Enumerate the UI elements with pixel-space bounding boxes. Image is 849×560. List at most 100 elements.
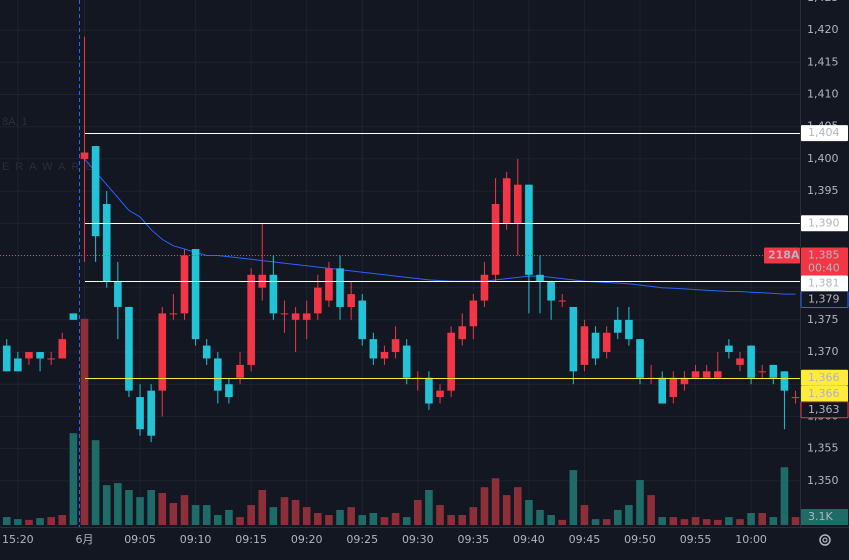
candle-body: [591, 332, 600, 359]
candle-body: [47, 358, 55, 360]
candle-body: [236, 364, 244, 378]
volume-bar: [314, 512, 322, 525]
candle-body: [247, 274, 255, 365]
y-tick-label: 1,395: [807, 184, 839, 197]
candle-body: [102, 203, 111, 282]
candle-body: [558, 300, 567, 302]
volume-bar: [291, 499, 300, 525]
candle-body: [214, 358, 222, 391]
volume-bar: [436, 505, 444, 525]
candle-body: [269, 274, 278, 314]
candle-body: [291, 313, 300, 320]
price-tag-label: 1,366: [808, 387, 840, 400]
price-tag: [801, 215, 848, 232]
volume-bar: [214, 515, 222, 525]
candle-body: [513, 184, 522, 224]
candle-body: [747, 345, 755, 378]
candle-body: [602, 332, 611, 353]
volume-bar: [47, 517, 55, 525]
candle-body: [14, 358, 22, 372]
volume-bar: [558, 519, 567, 525]
volume-bar: [669, 517, 678, 525]
volume-bar: [680, 519, 689, 525]
volume-bar: [114, 483, 122, 525]
volume-bar: [102, 485, 111, 525]
candle-body: [625, 319, 633, 340]
candle-body: [369, 339, 378, 359]
candle-body: [547, 281, 555, 301]
candle-body: [447, 332, 455, 391]
volume-bar: [747, 512, 755, 525]
volume-bar: [469, 507, 478, 525]
candle-body: [125, 306, 133, 391]
volume-bar: [736, 519, 744, 525]
candle-body: [114, 281, 122, 307]
volume-bar: [258, 489, 267, 525]
volume-bar: [14, 519, 22, 525]
countdown: 00:40: [808, 261, 840, 274]
y-tick-label: 1,410: [807, 88, 839, 101]
candle-body: [791, 397, 800, 399]
volume-bar: [513, 487, 522, 525]
volume-bar: [280, 497, 289, 525]
symbol-tag: [764, 247, 800, 264]
candle-body: [380, 352, 389, 359]
candle-body: [469, 300, 478, 327]
volume-bar: [647, 495, 655, 525]
price-tag: [800, 290, 849, 308]
candle-body: [280, 313, 289, 315]
volume-bar: [191, 505, 200, 525]
candle-body: [636, 339, 644, 378]
volume-bar: [347, 507, 355, 525]
volume-bar: [69, 433, 78, 525]
watermark-symbol: 8A, 1: [2, 116, 28, 128]
candle-body: [458, 326, 467, 340]
candle-body: [725, 345, 733, 353]
volume-bar: [725, 517, 733, 525]
candle-body: [336, 268, 344, 307]
price-tag: [801, 275, 848, 292]
volume-bar: [602, 519, 611, 525]
price-tag-label: 1,385: [808, 248, 840, 261]
candle-body: [69, 313, 78, 320]
price-tag: [801, 369, 848, 386]
candle-body: [658, 377, 667, 404]
volume-bar: [425, 489, 433, 525]
candle-body: [691, 371, 700, 378]
volume-bar: [136, 497, 144, 525]
x-tick-label: 09:45: [569, 533, 601, 546]
volume-bar: [791, 517, 800, 525]
y-tick-label: 1,355: [807, 442, 839, 455]
candle-body: [80, 152, 89, 159]
volume-bar: [302, 507, 311, 525]
volume-bar: [691, 517, 700, 525]
price-tag-label: 1,404: [808, 126, 840, 139]
settings-icon[interactable]: [819, 534, 831, 546]
volume-bar: [202, 505, 211, 525]
volume-bar: [358, 515, 367, 525]
candle-body: [58, 339, 67, 359]
volume-bar: [80, 318, 89, 525]
y-tick-label: 1,350: [807, 474, 839, 487]
x-tick-label: 10:00: [735, 533, 767, 546]
volume-tag-label: 3.1K: [808, 510, 833, 523]
gear-center[interactable]: [822, 537, 828, 543]
volume-bar: [169, 503, 178, 525]
volume-bar: [580, 505, 589, 525]
x-tick-label: 09:10: [180, 533, 212, 546]
x-tick-label: 09:50: [624, 533, 656, 546]
volume-bar: [180, 495, 189, 525]
price-tag-label: 1,381: [808, 276, 840, 289]
gear[interactable]: [819, 534, 831, 546]
volume-bar: [491, 478, 500, 525]
x-tick-label: 6月: [76, 533, 94, 546]
price-tag: [800, 401, 849, 419]
x-tick-label: 09:35: [457, 533, 489, 546]
y-tick-label: 1,400: [807, 152, 839, 165]
candle-body: [769, 364, 778, 378]
volume-bar: [447, 515, 455, 525]
candle-body: [569, 306, 578, 372]
x-tick-label: 09:40: [513, 533, 545, 546]
